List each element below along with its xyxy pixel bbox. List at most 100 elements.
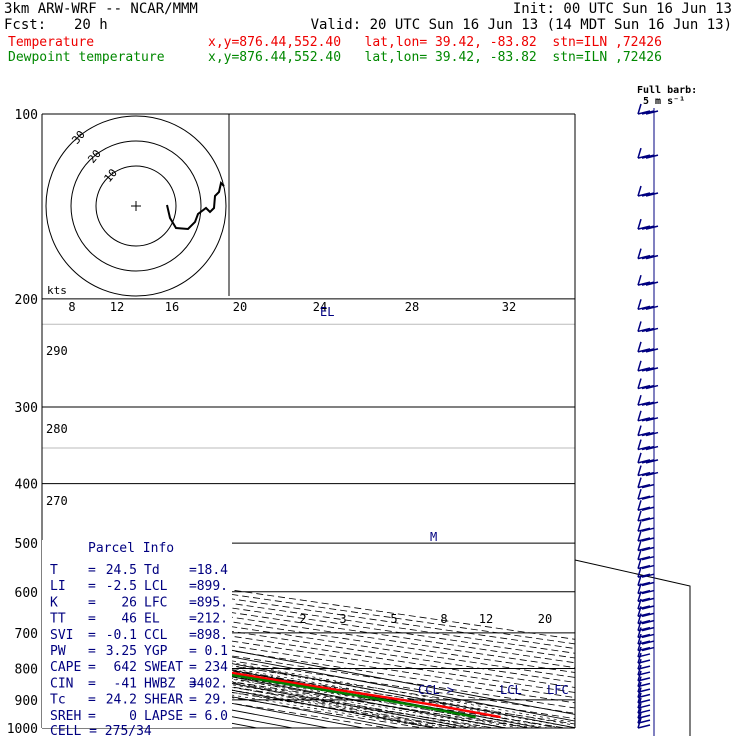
wind-barb-feather xyxy=(641,605,655,610)
wind-barb-feather xyxy=(641,589,655,595)
wind-barb xyxy=(637,620,642,631)
wind-barb xyxy=(637,477,642,488)
hodograph-ring-label: 30 xyxy=(69,128,87,147)
dry-adiabat xyxy=(42,626,575,709)
wind-barb-feather xyxy=(641,225,655,230)
wind-scale-units: 5 m s⁻¹ xyxy=(643,96,685,107)
wind-barb-feather xyxy=(637,192,651,197)
parcel-value: 898. xyxy=(197,628,228,643)
wind-barb-feather xyxy=(637,348,651,353)
parcel-key: LFC xyxy=(144,595,167,610)
wind-barb xyxy=(637,488,642,500)
parcel-value: 26 xyxy=(121,595,137,610)
wind-barb-feather xyxy=(645,281,659,286)
parcel-info-box xyxy=(42,540,232,728)
wind-barb-feather xyxy=(645,254,659,260)
dew-legend: Dewpoint temperature xyxy=(8,50,165,65)
parcel-value: 642 xyxy=(114,660,137,675)
wind-barb-feather xyxy=(637,384,651,390)
parcel-eq: = xyxy=(189,709,197,724)
parcel-eq: = xyxy=(189,595,197,610)
parcel-value: 46 xyxy=(121,612,137,627)
wind-barb-feather xyxy=(645,154,659,159)
wind-barb xyxy=(637,321,642,332)
wind-barb-feather xyxy=(637,517,651,522)
wind-barb-feather xyxy=(641,305,655,311)
wind-barb-feather xyxy=(641,417,655,422)
wind-barb xyxy=(637,712,642,724)
dry-adiabat xyxy=(42,636,575,720)
wind-barb-feather xyxy=(641,619,655,625)
wind-barb-feather xyxy=(641,633,655,639)
wind-barb xyxy=(637,394,642,406)
theta-e-label: 290 xyxy=(46,344,68,358)
hodograph-ring xyxy=(45,115,227,297)
wind-barb-feather xyxy=(645,110,659,115)
wind-barb-feather xyxy=(641,555,655,561)
wind-barb-feather xyxy=(637,110,651,115)
temp-location: x,y=876.44,552.40 lat,lon= 39.42, -83.82… xyxy=(208,35,662,50)
wind-barb-feather xyxy=(641,327,655,333)
wind-barb-feather xyxy=(641,445,655,451)
wind-barb-feather xyxy=(645,305,659,311)
hodograph-trace xyxy=(166,181,225,231)
wind-barb-feather xyxy=(645,445,659,451)
wind-barb-feather xyxy=(637,327,651,333)
pressure-label: 500 xyxy=(15,537,38,552)
parcel-value: 3.25 xyxy=(106,644,137,659)
wind-barb xyxy=(637,378,642,389)
parcel-eq: = xyxy=(189,612,197,627)
upper-axis-label: 12 xyxy=(110,300,124,314)
wind-barb-feather xyxy=(637,367,651,372)
wind-barb-feather xyxy=(641,527,655,532)
wind-barb-feather xyxy=(637,305,651,311)
parcel-key: Td xyxy=(144,563,160,578)
parcel-key: TT xyxy=(50,612,66,627)
parcel-eq: = xyxy=(88,644,96,659)
wind-barb xyxy=(637,510,642,522)
wind-barb xyxy=(637,670,642,682)
ccl-marker: CCL > xyxy=(418,683,454,697)
parcel-value: 6.0 xyxy=(205,709,228,724)
wind-barb-feather xyxy=(641,626,655,632)
theta-e-label: 270 xyxy=(46,494,68,508)
parcel-value: 18.4 xyxy=(197,563,228,578)
wind-barb-feather xyxy=(641,564,655,570)
wind-barb xyxy=(637,664,642,676)
parcel-info-title: Parcel Info xyxy=(88,541,174,556)
wind-barb xyxy=(637,520,642,532)
wind-barb xyxy=(637,103,642,115)
wind-barb xyxy=(637,640,642,651)
pressure-label: 700 xyxy=(15,627,38,642)
wind-barb xyxy=(637,530,642,542)
parcel-eq: = xyxy=(88,563,96,578)
fcst-label: Fcst: xyxy=(4,17,47,33)
parcel-eq: = xyxy=(88,709,96,724)
wind-barb-feather xyxy=(637,459,651,464)
corner-frame xyxy=(574,559,691,736)
wind-barb-feather xyxy=(641,612,655,618)
wind-barb xyxy=(637,697,642,709)
wind-barb-feather xyxy=(637,537,651,542)
parcel-eq: = xyxy=(189,563,197,578)
wind-barb-feather xyxy=(641,154,655,159)
init-time: Init: 00 UTC Sun 16 Jun 13 xyxy=(512,1,732,17)
wind-barb-feather xyxy=(637,281,651,286)
wind-barb-feather xyxy=(637,724,651,729)
valid-time: Valid: 20 UTC Sun 16 Jun 13 (14 MDT Sun … xyxy=(310,17,732,33)
wind-barb-feather xyxy=(637,431,651,437)
wind-barb xyxy=(637,687,642,698)
parcel-eq: = xyxy=(88,628,96,643)
wind-barb-feather xyxy=(641,646,655,652)
wind-barb-feather xyxy=(641,367,655,372)
wind-barb-feather xyxy=(637,401,651,406)
wind-barb-feather xyxy=(637,254,651,260)
wind-barb xyxy=(637,500,642,511)
upper-axis-label: 16 xyxy=(165,300,179,314)
wind-barb-feather xyxy=(645,384,659,390)
wind-barb-feather xyxy=(641,495,655,500)
wind-barb-feather xyxy=(637,495,651,500)
wind-barb-feather xyxy=(641,110,655,115)
parcel-value: 24.5 xyxy=(106,563,137,578)
mixing-ratio-label: 3 xyxy=(339,612,346,626)
